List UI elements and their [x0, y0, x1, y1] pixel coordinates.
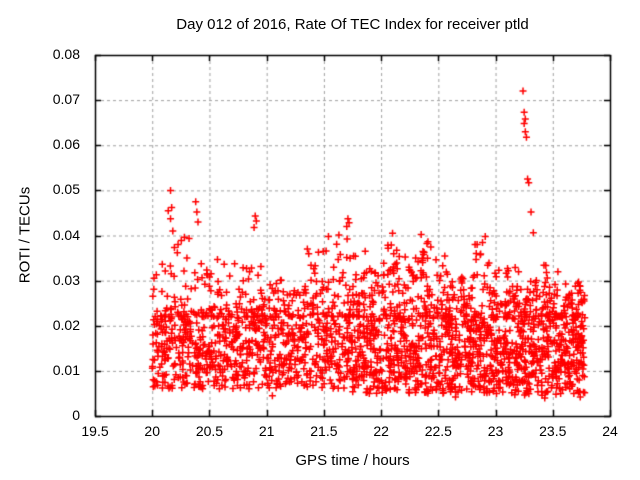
y-tick-label: 0 [72, 407, 80, 423]
y-tick-label: 0.03 [52, 271, 80, 288]
x-tick-label: 24 [602, 423, 618, 439]
x-tick-label: 22.5 [424, 423, 452, 439]
y-tick-label: 0.01 [52, 361, 80, 378]
x-axis-label: GPS time / hours [295, 452, 410, 469]
y-tick-label: 0.05 [52, 181, 80, 198]
x-tick-label: 20.5 [195, 423, 224, 439]
x-tick-label: 23 [487, 423, 504, 439]
x-tick-label: 21 [258, 423, 275, 439]
x-tick-label: 21.5 [310, 423, 338, 439]
chart-title: Day 012 of 2016, Rate Of TEC Index for r… [176, 16, 529, 33]
x-tick-label: 23.5 [539, 423, 567, 439]
y-tick-label: 0.07 [52, 91, 80, 108]
y-tick-label: 0.08 [52, 46, 80, 62]
x-tick-label: 20 [144, 423, 161, 439]
y-tick-label: 0.06 [52, 136, 80, 153]
y-tick-label: 0.02 [52, 316, 80, 333]
y-tick-label: 0.04 [52, 226, 80, 243]
x-tick-label: 19.5 [81, 423, 109, 439]
x-tick-label: 22 [373, 423, 389, 439]
